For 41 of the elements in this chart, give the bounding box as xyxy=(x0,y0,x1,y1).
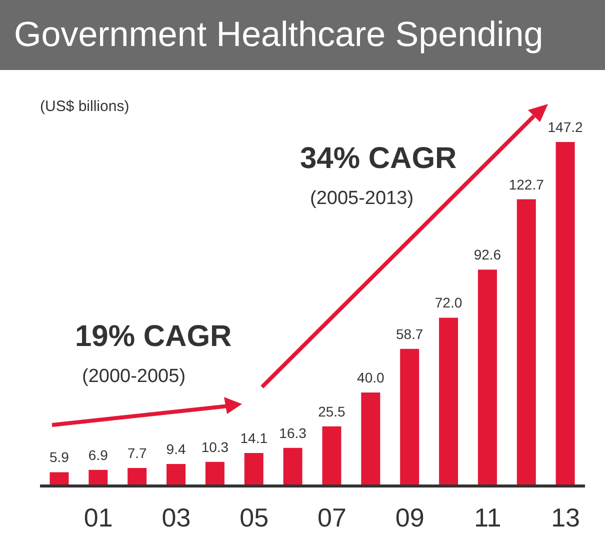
x-tick-label: 05 xyxy=(240,502,269,532)
bar xyxy=(283,448,302,486)
bar xyxy=(205,462,224,486)
bar xyxy=(556,142,575,486)
annotation: 34% CAGR xyxy=(300,142,457,176)
bar xyxy=(128,468,147,486)
bar xyxy=(400,348,420,486)
data-label: 40.0 xyxy=(357,370,384,386)
data-label: 7.7 xyxy=(127,445,148,462)
chart-title: Government Healthcare Spending xyxy=(0,0,605,70)
data-label: 25.5 xyxy=(318,403,346,420)
x-tick-label: 01 xyxy=(84,502,113,532)
bar xyxy=(439,318,458,486)
bar xyxy=(516,199,536,486)
data-label: 58.7 xyxy=(396,326,424,342)
x-tick-label: 09 xyxy=(395,502,424,532)
bar xyxy=(88,470,108,486)
annotation: 19% CAGR xyxy=(75,320,232,354)
data-label: 6.9 xyxy=(88,446,108,463)
x-tick-label: 13 xyxy=(551,502,580,532)
x-tick-label: 07 xyxy=(318,502,346,532)
bar xyxy=(322,426,342,486)
text: (US$ billions) xyxy=(40,98,130,115)
data-label: 5.9 xyxy=(50,449,70,466)
data-label: 147.2 xyxy=(548,119,584,135)
x-tick-label: 11 xyxy=(474,502,502,532)
x-tick-label: 03 xyxy=(162,502,191,532)
bar xyxy=(50,472,69,486)
data-label: 72.0 xyxy=(434,294,462,311)
bar xyxy=(244,453,264,486)
data-label: 122.7 xyxy=(508,176,544,192)
data-label: 9.4 xyxy=(166,441,186,458)
annotation: (2005-2013) xyxy=(310,188,414,210)
data-label: 14.1 xyxy=(240,430,268,446)
bar xyxy=(478,270,497,486)
annotation: (2000-2005) xyxy=(82,366,186,388)
data-label: 10.3 xyxy=(201,438,229,455)
data-label: 16.3 xyxy=(279,424,307,441)
bar xyxy=(166,464,186,486)
bar xyxy=(361,392,380,486)
data-label: 92.6 xyxy=(474,246,502,263)
